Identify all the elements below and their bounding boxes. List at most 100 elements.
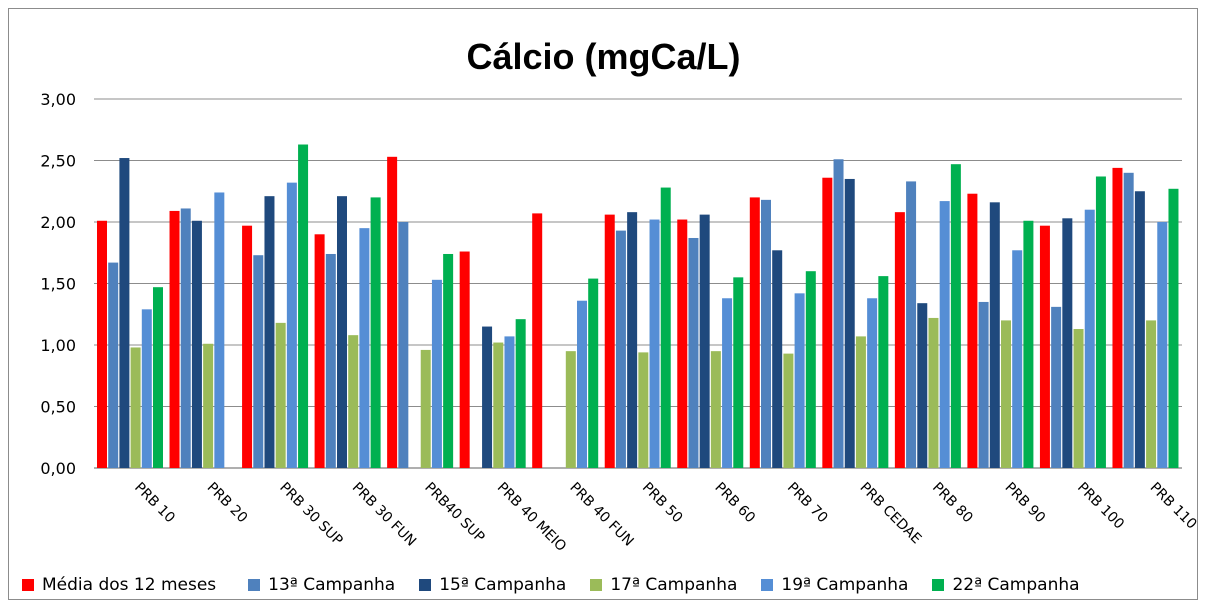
- legend-swatch: [590, 579, 603, 591]
- bar: [660, 187, 671, 468]
- bar: [772, 250, 783, 468]
- bar: [699, 214, 710, 468]
- grid-lines: [94, 98, 1182, 469]
- legend-label: 13ª Campanha: [268, 575, 396, 595]
- legend-item: 22ª Campanha: [932, 575, 1080, 595]
- x-tick-label: PRB 70: [784, 480, 831, 527]
- bar: [264, 196, 275, 469]
- bar: [532, 213, 543, 468]
- bar: [242, 225, 253, 468]
- bar: [203, 343, 214, 468]
- bar: [615, 230, 626, 468]
- bar: [515, 319, 526, 468]
- bar: [1084, 209, 1095, 468]
- bar: [677, 219, 688, 468]
- bar: [337, 196, 347, 469]
- x-tick-label: PRB 60: [711, 480, 758, 527]
- bar: [1001, 320, 1011, 468]
- x-tick-label: PRB 30 SUP: [276, 480, 345, 549]
- bar: [638, 352, 649, 468]
- bar: [822, 177, 833, 468]
- x-tick-label: PRB40 SUP: [421, 480, 487, 546]
- bar: [398, 222, 409, 468]
- bar: [1157, 222, 1168, 468]
- x-tick-label: PRB 30 FUN: [349, 480, 419, 550]
- x-tick-label: PRB 20: [204, 480, 251, 527]
- bar: [833, 159, 844, 468]
- y-tick-label: 1,00: [40, 336, 76, 355]
- bar: [878, 276, 889, 468]
- legend-item: 19ª Campanha: [761, 575, 908, 595]
- legend-label: Média dos 12 meses: [42, 575, 217, 595]
- bar: [722, 298, 733, 468]
- legend-item: Média dos 12 meses: [22, 575, 216, 595]
- bar: [180, 208, 191, 468]
- bar: [370, 197, 381, 468]
- bar: [783, 353, 794, 468]
- bar: [794, 293, 805, 468]
- bar: [348, 335, 359, 468]
- x-tick-labels: PRB 10 PRB 20 PRB 30 SUP PRB 30 FUN PRB40 SU…: [131, 480, 1199, 555]
- bar: [1168, 188, 1179, 469]
- bar: [928, 317, 939, 468]
- bar: [275, 322, 286, 468]
- bar: [1112, 167, 1123, 468]
- bar: [108, 262, 119, 468]
- bars: [97, 144, 1179, 469]
- x-tick-label: PRB CEDAE: [857, 480, 925, 548]
- bar: [1039, 225, 1050, 468]
- bar: [97, 220, 107, 468]
- bar: [420, 349, 431, 468]
- bar: [989, 202, 1000, 468]
- bar: [565, 351, 576, 468]
- legend-item: 17ª Campanha: [590, 575, 737, 595]
- bar: [153, 287, 163, 468]
- bar: [314, 234, 325, 468]
- x-tick-label: PRB 110: [1147, 480, 1200, 533]
- x-tick-label: PRB 50: [639, 480, 686, 527]
- bar: [978, 301, 989, 468]
- x-tick-label: PRB 90: [1002, 480, 1049, 527]
- bar: [906, 181, 917, 468]
- bar: [805, 271, 816, 468]
- bar: [939, 201, 950, 468]
- y-tick-label: 1,50: [40, 275, 76, 294]
- legend-swatch: [248, 579, 261, 591]
- bar: [1073, 329, 1084, 468]
- bar: [894, 212, 905, 468]
- bar: [950, 164, 961, 468]
- legend-swatch: [22, 579, 34, 591]
- bar: [1134, 191, 1145, 468]
- legend-item: 15ª Campanha: [419, 575, 566, 595]
- bar: [1095, 176, 1106, 469]
- bar: [733, 277, 744, 468]
- bar: [387, 156, 398, 468]
- bar: [967, 193, 978, 468]
- bar: [482, 326, 493, 468]
- bar: [1062, 218, 1073, 468]
- bar: [688, 237, 699, 468]
- bar: [169, 210, 180, 468]
- bar: [431, 279, 442, 468]
- x-tick-label: PRB 80: [929, 480, 976, 527]
- y-tick-label: 2,50: [40, 152, 76, 171]
- legend: Média dos 12 meses 13ª Campanha 15ª Campan…: [22, 572, 1202, 598]
- y-tick-label: 2,00: [40, 213, 76, 232]
- y-tick-label: 0,50: [40, 398, 76, 417]
- bar: [761, 199, 771, 469]
- bar: [298, 144, 309, 468]
- legend-swatch: [419, 579, 432, 591]
- legend-label: 17ª Campanha: [610, 575, 738, 595]
- bar: [359, 228, 370, 468]
- bar: [855, 336, 866, 468]
- bar: [577, 300, 587, 468]
- bar: [749, 197, 760, 468]
- bar: [253, 255, 264, 468]
- bar: [588, 278, 599, 468]
- bar: [1123, 172, 1134, 469]
- chart-title: Cálcio (mgCa/L): [466, 36, 741, 77]
- legend-label: 19ª Campanha: [781, 575, 909, 595]
- bar: [1023, 220, 1034, 468]
- bar: [649, 219, 660, 468]
